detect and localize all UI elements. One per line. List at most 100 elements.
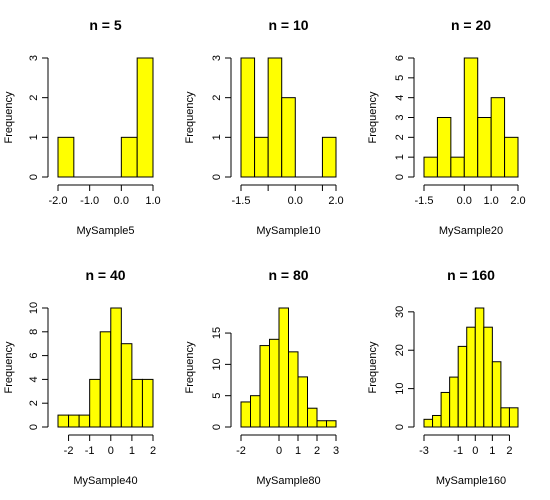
x-tick-label: 1 — [129, 445, 135, 457]
histogram-bar — [463, 57, 479, 178]
histogram-bar — [477, 117, 492, 178]
y-tick-label: 10 — [394, 382, 406, 394]
histogram-bar — [307, 407, 318, 428]
x-tick-label: -1 — [453, 445, 463, 457]
histogram-bar — [120, 343, 133, 428]
histogram-bar — [483, 326, 493, 428]
histogram-bar — [89, 378, 101, 428]
x-tick-label: -2.0 — [49, 195, 68, 207]
y-tick-label: 15 — [211, 327, 223, 339]
histogram-bar — [450, 156, 465, 178]
histogram-bar — [490, 97, 506, 178]
chart-title: n = 20 — [451, 17, 491, 33]
y-tick-label: 0 — [28, 174, 40, 180]
histogram-bar — [254, 136, 269, 178]
chart-title: n = 10 — [268, 17, 308, 33]
x-tick-label: -2 — [236, 445, 246, 457]
chart-title: n = 80 — [268, 267, 308, 283]
x-tick-label: 1 — [295, 445, 301, 457]
histogram-bar — [423, 156, 438, 178]
y-tick-label: 0 — [394, 174, 406, 180]
y-axis-label: Frequency — [3, 91, 15, 143]
chart-title: n = 160 — [447, 267, 495, 283]
histogram-bar — [508, 407, 519, 428]
histogram-bar — [99, 331, 112, 428]
y-tick-label: 2 — [211, 95, 223, 101]
histogram-panel: n = 160-3 -1 0 1 20102030MySample160Frequenc… — [367, 267, 519, 487]
x-tick-label: 1 — [489, 445, 495, 457]
x-axis-label: MySample40 — [73, 475, 137, 487]
histogram-bar — [259, 345, 270, 428]
x-tick-label: -3 — [419, 445, 429, 457]
y-axis-label: Frequency — [184, 91, 196, 143]
x-tick-label: -1 — [85, 445, 95, 457]
histogram-panel: n = 5 -2.0 -1.0 0.0 1.0 0 1 2 3 MySample5 Frequenc… — [3, 17, 161, 237]
y-tick-label: 6 — [28, 353, 40, 359]
histogram-bar — [457, 345, 468, 428]
histogram-bar — [288, 351, 299, 428]
histogram-panel: n = 80 -2 0 1 2 3 0 5 10 15 MySample80 Frequency — [184, 267, 339, 487]
y-tick-label: 4 — [28, 376, 40, 382]
y-tick-label: 20 — [394, 344, 406, 356]
x-axis-label: MySample20 — [439, 225, 503, 237]
histogram-bar — [326, 420, 337, 428]
chart-title: n = 5 — [89, 17, 122, 33]
histogram-bar — [120, 136, 138, 178]
histogram-bar — [57, 414, 70, 428]
histogram-bar — [278, 307, 289, 428]
x-tick-label: 0 — [472, 445, 478, 457]
histogram-bar — [78, 414, 91, 428]
y-tick-label: 0 — [28, 424, 40, 430]
y-tick-label: 5 — [394, 75, 406, 81]
histogram-bar — [110, 307, 122, 428]
histogram-bar — [432, 414, 442, 428]
y-axis-label: Frequency — [184, 341, 196, 393]
chart-title: n = 40 — [85, 267, 125, 283]
y-tick-label: 2 — [28, 400, 40, 406]
y-tick-label: 2 — [28, 95, 40, 101]
x-tick-label: 0 — [108, 445, 114, 457]
y-axis-label: Frequency — [367, 341, 379, 393]
histogram-bar — [436, 117, 452, 178]
x-tick-label: 2 — [506, 445, 512, 457]
histogram-bar — [250, 395, 261, 428]
histogram-bar — [240, 401, 251, 428]
y-tick-label: 1 — [394, 154, 406, 160]
x-tick-label: 0.0 — [457, 195, 472, 207]
x-tick-label: -1.5 — [415, 195, 434, 207]
histogram-bar — [491, 361, 502, 428]
y-tick-label: 5 — [211, 393, 223, 399]
x-tick-label: 2 — [314, 445, 320, 457]
histogram-bar — [449, 376, 459, 428]
x-tick-label: 1.0 — [145, 195, 160, 207]
histogram-bar — [141, 378, 154, 428]
histogram-bar — [316, 420, 327, 428]
x-axis-label: MySample5 — [76, 225, 134, 237]
histogram-bar — [57, 136, 75, 178]
x-tick-label: -1.0 — [80, 195, 99, 207]
histogram-bar — [321, 136, 337, 178]
histogram-bar — [240, 57, 256, 178]
y-tick-label: 8 — [28, 329, 40, 335]
histogram-panel: n = 10 -1.5 0.0 2.0 0 1 2 3 MySample10 Frequency — [184, 17, 344, 237]
y-tick-label: 30 — [394, 306, 406, 318]
y-tick-label: 10 — [28, 302, 40, 314]
histogram-bar — [500, 407, 510, 428]
y-tick-label: 0 — [211, 174, 223, 180]
x-tick-label: 0.0 — [288, 195, 303, 207]
y-tick-label: 1 — [211, 134, 223, 140]
histogram-bar — [504, 136, 519, 178]
histogram-panel: n = 20 -1.5 0.0 1.0 2.0 0 1 2 3 4 5 6 MySample20 Freq… — [367, 17, 526, 237]
x-tick-label: 3 — [333, 445, 339, 457]
histogram-bar — [440, 391, 451, 428]
x-axis-label: MySample10 — [256, 225, 320, 237]
x-axis-label: MySample80 — [256, 475, 320, 487]
y-axis-label: Frequency — [367, 91, 379, 143]
histogram-bar — [131, 378, 143, 428]
histogram-bar — [474, 307, 485, 428]
y-tick-label: 2 — [394, 134, 406, 140]
histogram-bar — [269, 338, 280, 428]
y-tick-label: 3 — [394, 114, 406, 120]
x-tick-label: 2 — [150, 445, 156, 457]
